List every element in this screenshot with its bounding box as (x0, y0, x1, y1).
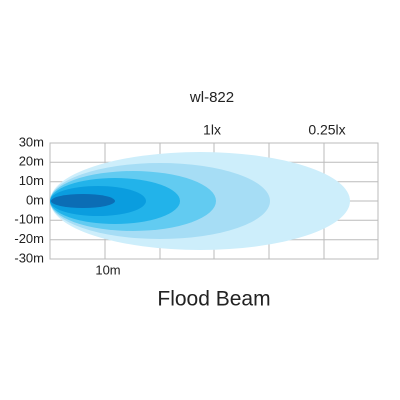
y-label: -30m (14, 250, 44, 265)
caption: Flood Beam (157, 288, 270, 311)
y-label: 20m (19, 154, 44, 169)
y-label: -20m (14, 231, 44, 246)
y-label: 10m (19, 173, 44, 188)
y-label: 30m (19, 134, 44, 149)
x-label: 10m (95, 262, 120, 277)
lux-label: 1lx (203, 122, 221, 138)
title: wl-822 (189, 89, 234, 106)
y-label: 0m (26, 192, 44, 207)
lux-label: 0.25lx (308, 122, 345, 138)
beam-pattern (50, 152, 350, 250)
y-label: -10m (14, 212, 44, 227)
y-labels: 30m 20m 10m 0m -10m -20m -30m (14, 134, 44, 265)
